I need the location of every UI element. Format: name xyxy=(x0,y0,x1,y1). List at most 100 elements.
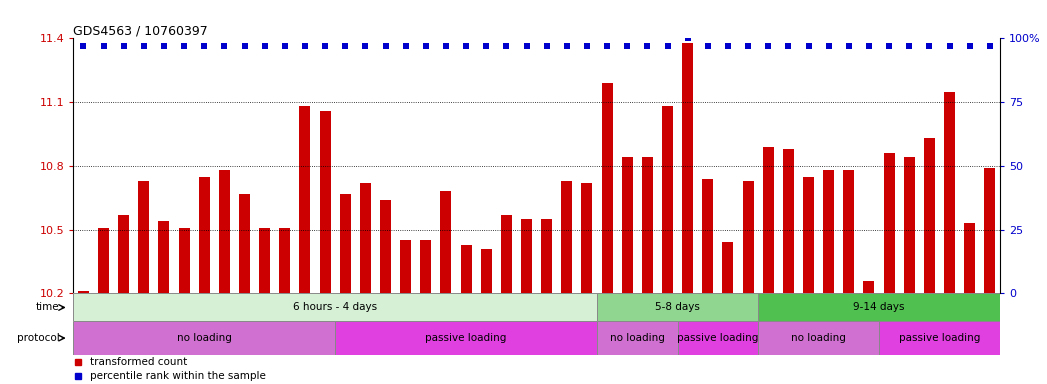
Point xyxy=(719,43,736,49)
Bar xyxy=(199,177,209,293)
Bar xyxy=(864,281,874,293)
Bar xyxy=(521,219,532,293)
Point xyxy=(438,43,454,49)
Text: no loading: no loading xyxy=(792,333,846,343)
Bar xyxy=(597,321,677,355)
Point xyxy=(95,43,112,49)
Bar xyxy=(783,149,794,293)
Point xyxy=(680,35,696,41)
Bar xyxy=(561,181,573,293)
Bar xyxy=(823,170,834,293)
Bar xyxy=(77,291,89,293)
Point xyxy=(841,43,857,49)
Point xyxy=(296,43,313,49)
Bar xyxy=(158,221,170,293)
Text: percentile rank within the sample: percentile rank within the sample xyxy=(90,371,266,381)
Point xyxy=(639,43,655,49)
Bar xyxy=(879,321,1000,355)
Point xyxy=(740,43,757,49)
Point xyxy=(900,43,917,49)
Bar xyxy=(677,321,758,355)
Point xyxy=(800,43,817,49)
Point xyxy=(418,43,435,49)
Bar xyxy=(118,215,129,293)
Bar xyxy=(179,228,190,293)
Bar xyxy=(944,91,955,293)
Bar xyxy=(280,228,290,293)
Point xyxy=(961,43,978,49)
Bar xyxy=(219,170,230,293)
Point xyxy=(760,43,777,49)
Point xyxy=(357,43,374,49)
Point xyxy=(558,43,575,49)
Bar xyxy=(964,223,975,293)
Text: transformed count: transformed count xyxy=(90,357,187,367)
Point xyxy=(176,43,193,49)
Text: passive loading: passive loading xyxy=(425,333,507,343)
Point xyxy=(477,43,494,49)
Point xyxy=(699,43,716,49)
Point xyxy=(196,43,213,49)
Bar xyxy=(500,215,512,293)
Text: GDS4563 / 10760397: GDS4563 / 10760397 xyxy=(73,24,208,37)
Bar xyxy=(923,138,935,293)
Point xyxy=(135,43,152,49)
Point xyxy=(921,43,938,49)
Point xyxy=(579,43,596,49)
Bar xyxy=(884,153,894,293)
Bar xyxy=(683,43,693,293)
Point xyxy=(660,43,676,49)
Bar xyxy=(339,194,351,293)
Bar xyxy=(138,181,150,293)
Point xyxy=(397,43,414,49)
Bar xyxy=(703,179,713,293)
Bar xyxy=(662,106,673,293)
Point xyxy=(458,43,474,49)
Bar xyxy=(73,321,335,355)
Point xyxy=(115,43,132,49)
Point xyxy=(257,43,273,49)
Text: protocol: protocol xyxy=(17,333,60,343)
Point xyxy=(75,43,92,49)
Point xyxy=(156,43,173,49)
Bar xyxy=(984,168,996,293)
Point xyxy=(377,43,394,49)
Point xyxy=(619,43,636,49)
Text: time: time xyxy=(36,303,60,313)
Bar xyxy=(602,83,612,293)
Bar xyxy=(98,228,109,293)
Bar xyxy=(441,192,451,293)
Bar xyxy=(904,157,915,293)
Point xyxy=(216,43,232,49)
Text: 9-14 days: 9-14 days xyxy=(853,303,905,313)
Point xyxy=(981,43,998,49)
Bar xyxy=(319,111,331,293)
Bar xyxy=(758,321,879,355)
Bar xyxy=(541,219,552,293)
Bar xyxy=(335,321,597,355)
Text: no loading: no loading xyxy=(177,333,231,343)
Point xyxy=(237,43,253,49)
Bar xyxy=(239,194,250,293)
Bar xyxy=(597,293,758,321)
Bar xyxy=(722,242,734,293)
Bar xyxy=(259,228,270,293)
Bar xyxy=(360,183,371,293)
Text: 5-8 days: 5-8 days xyxy=(655,303,700,313)
Point xyxy=(780,43,797,49)
Bar xyxy=(400,240,411,293)
Point xyxy=(820,43,837,49)
Point xyxy=(518,43,535,49)
Bar xyxy=(803,177,815,293)
Text: passive loading: passive loading xyxy=(677,333,759,343)
Point xyxy=(276,43,293,49)
Point xyxy=(861,43,877,49)
Bar xyxy=(642,157,653,293)
Point xyxy=(599,43,616,49)
Bar xyxy=(758,293,1000,321)
Point xyxy=(498,43,515,49)
Point xyxy=(881,43,897,49)
Text: 6 hours - 4 days: 6 hours - 4 days xyxy=(293,303,377,313)
Bar xyxy=(581,183,593,293)
Bar xyxy=(622,157,632,293)
